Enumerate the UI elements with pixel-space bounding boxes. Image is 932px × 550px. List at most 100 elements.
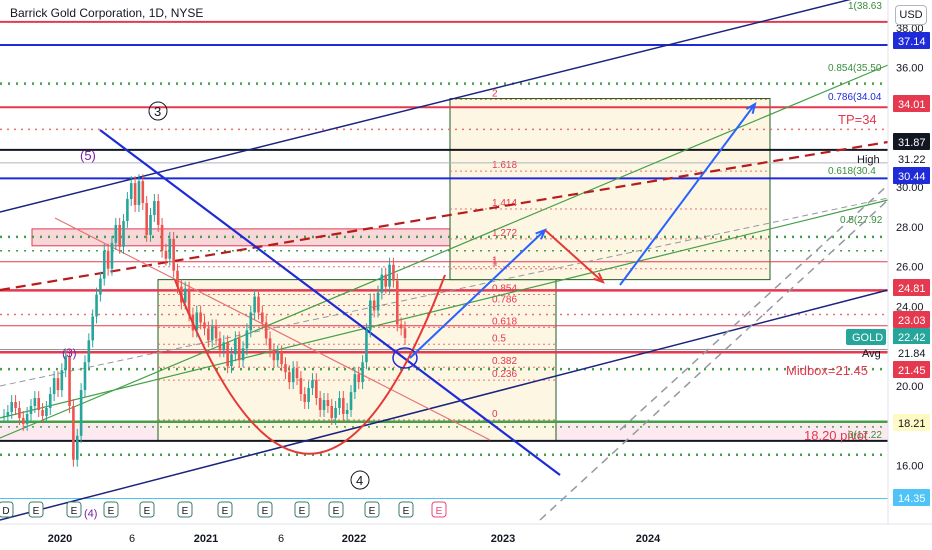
earnings-marker (364, 501, 380, 518)
projection-arrow-down-head (593, 272, 605, 284)
candle-body (137, 181, 141, 206)
candle-body (380, 274, 384, 293)
earnings-marker-label: E (369, 506, 376, 517)
candle-body (187, 288, 191, 315)
earnings-marker-label: E (299, 506, 306, 517)
projection-arrow-up-2 (619, 103, 756, 286)
fib-level-label: 0.854 (492, 284, 517, 295)
earnings-marker-label: E (182, 506, 189, 517)
price-tag-bg (893, 361, 930, 378)
candle-body (149, 214, 152, 235)
price-tag-bg (893, 489, 930, 506)
candle-body (318, 398, 322, 410)
candle-body (156, 201, 160, 225)
pivot-label: 18.20 pivot (804, 428, 868, 443)
gold-tag-bg (846, 329, 886, 345)
candle-body (361, 362, 364, 383)
earnings-marker-label: E (333, 506, 340, 517)
green-channel-mid (0, 199, 889, 419)
candle-body (164, 250, 168, 259)
candle-body (60, 370, 64, 391)
projection-arrow-up-1 (409, 229, 546, 359)
price-tag-label: 23.03 (898, 315, 926, 327)
candle-body (272, 350, 276, 361)
time-axis (0, 524, 932, 550)
candle-body (41, 409, 44, 416)
earnings-marker (217, 501, 233, 518)
price-axis (888, 0, 932, 550)
fib-box-lower (157, 279, 557, 442)
price-tag-label: 24.81 (898, 283, 926, 295)
candle-body (172, 238, 175, 271)
candle-body (237, 338, 241, 361)
fib-level-label: 1.414 (492, 198, 517, 209)
price-tag-bg (893, 279, 930, 296)
price-tag-bg (893, 150, 930, 167)
candle-body (10, 402, 14, 412)
projection-arrow-up-2-head (745, 101, 757, 114)
candle-body (102, 250, 106, 279)
midbox-label: Midbox=21.45 (786, 363, 868, 378)
price-tag-label: 21.45 (898, 365, 926, 377)
candle-body (18, 407, 21, 418)
fib-level-label: 1 (492, 256, 498, 267)
red-downtrend-line (54, 217, 491, 441)
earnings-marker (431, 501, 447, 518)
currency-button[interactable]: USD (895, 5, 927, 25)
candle-body (168, 238, 172, 259)
candle-body (218, 338, 222, 351)
candle-body (56, 378, 60, 391)
candle-body (14, 402, 17, 408)
candle-body (141, 181, 145, 204)
candle-body (118, 224, 121, 247)
candle-body (276, 352, 280, 361)
price-tag-bg (893, 133, 930, 150)
candle-body (291, 368, 295, 383)
candle-body (384, 274, 388, 287)
candle-body (372, 300, 376, 311)
earnings-marker (139, 501, 155, 518)
candle-body (21, 417, 25, 424)
price-tick-label: 36.00 (896, 63, 924, 75)
candle-body (183, 288, 187, 303)
candle-body (392, 264, 395, 281)
candle-body (203, 322, 206, 329)
earnings-marker (257, 501, 273, 518)
candle-body (230, 354, 233, 367)
fib-level-label: 0.618 (492, 316, 517, 327)
price-tag-label: 22.42 (898, 332, 926, 344)
candle-body (334, 407, 337, 418)
gold-tag-label: GOLD (852, 332, 883, 344)
candle-body (357, 374, 361, 383)
earnings-marker (66, 501, 82, 518)
candle-body (261, 312, 264, 323)
candle-body (210, 326, 214, 341)
fib-box-upper (449, 98, 771, 281)
earnings-marker (103, 501, 119, 518)
candle-body (264, 322, 268, 339)
candle-body (25, 413, 29, 424)
fib-level-label: 0.5 (492, 333, 506, 344)
candle-body (68, 356, 71, 406)
candle-body (176, 270, 179, 287)
candle-body (338, 398, 341, 408)
candle-body (284, 364, 287, 373)
high-label: High (857, 154, 880, 166)
price-tick-label: 28.00 (896, 222, 924, 234)
price-tag-label: 18.21 (898, 418, 926, 430)
price-tick-label: 16.00 (896, 461, 924, 473)
candle-body (145, 203, 148, 235)
candle-body (345, 409, 349, 414)
time-axis-label: 2023 (491, 533, 515, 545)
candle-body (295, 368, 299, 379)
candle-body (241, 348, 245, 361)
price-tag-label: 14.35 (898, 493, 926, 505)
candle-body (29, 406, 33, 414)
candle-body (234, 338, 237, 355)
channel-upper-line (0, 0, 852, 213)
fib-right-label: 0.5(27.92 (840, 215, 883, 226)
wave-3-circle (148, 101, 168, 121)
price-tag-bg (893, 328, 930, 345)
candle-body (79, 390, 83, 436)
